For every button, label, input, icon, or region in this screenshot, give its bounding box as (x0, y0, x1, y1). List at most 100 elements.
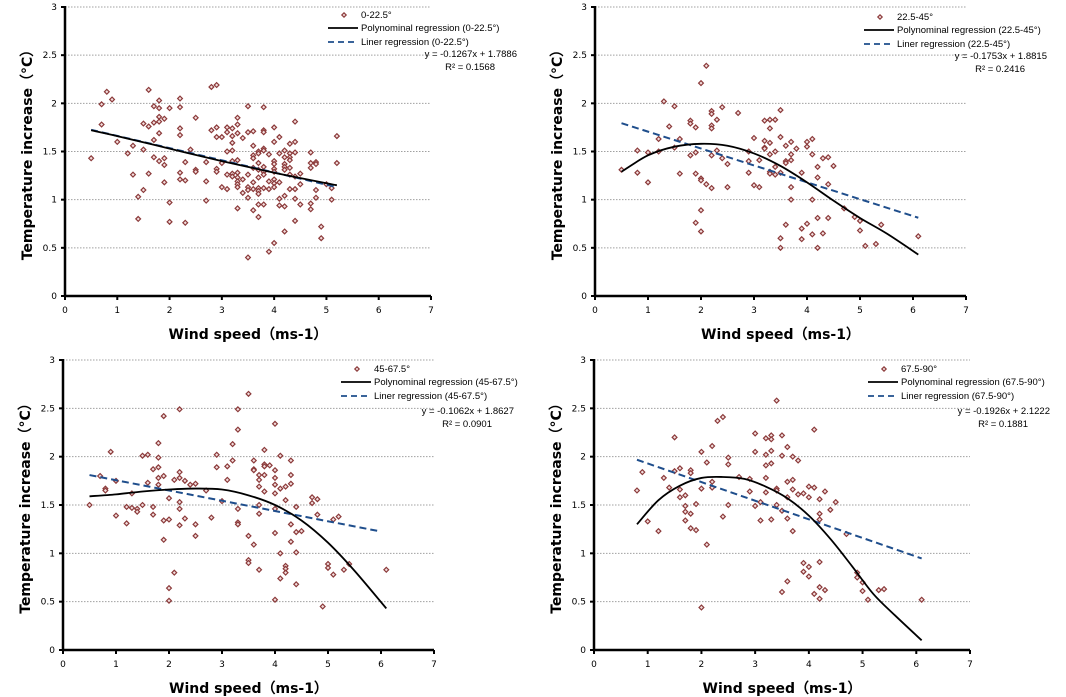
scatter-point (213, 81, 220, 89)
scatter-point (761, 117, 768, 124)
scatter-point (800, 490, 807, 497)
scatter-point (633, 487, 641, 494)
y-axis-title: Temperature increase（°C） (18, 396, 34, 614)
y-tick-label: 3 (51, 3, 57, 13)
scatter-point (139, 501, 146, 509)
scatter-point (276, 179, 283, 186)
x-tick-label: 7 (963, 306, 969, 316)
scatter-point (186, 481, 194, 488)
scatter-point (692, 526, 700, 534)
x-tick-label: 4 (271, 306, 277, 316)
scatter-point (762, 451, 770, 458)
scatter-point (314, 495, 321, 503)
scatter-point (814, 244, 821, 252)
scatter-point (809, 135, 816, 143)
scatter-point (96, 472, 104, 480)
scatter-point (192, 114, 199, 122)
scatter-point (308, 499, 316, 507)
x-tick-label: 4 (804, 306, 810, 316)
scatter-point (250, 457, 258, 464)
scatter-point (692, 219, 699, 227)
y-tick-label: 3 (49, 356, 55, 366)
scatter-point (297, 181, 304, 188)
scatter-point (918, 596, 925, 603)
scatter-point (862, 242, 869, 250)
y-tick-label: 1.5 (41, 501, 55, 511)
legend-label-polynomial: Polynominal regression (0-22.5°) (361, 23, 499, 34)
scatter-point (698, 485, 705, 492)
y-tick-label: 0.5 (572, 598, 586, 608)
y-tick-label: 2 (580, 453, 586, 463)
scatter-point (814, 214, 821, 222)
scatter-point (234, 205, 241, 212)
scatter-point (789, 453, 796, 460)
scatter-point (809, 231, 816, 238)
scatter-point (697, 228, 705, 235)
scatter-point (771, 148, 779, 155)
scatter-point (824, 154, 832, 161)
scatter-point (255, 201, 262, 208)
scatter-point (249, 179, 257, 186)
scatter-point (213, 133, 220, 141)
scatter-point (260, 171, 267, 178)
scatter-point (145, 170, 152, 177)
scatter-point (766, 125, 774, 132)
scatter-point (793, 145, 800, 152)
scatter-point (271, 474, 279, 482)
legend: 0-22.5° Polynominal regression (0-22.5°) L… (328, 10, 499, 48)
panel-top-left: 0 0.5 1 1.5 2 2.5 3 0 1 2 3 4 5 6 7 Wind speed（ms-1） Tem… (20, 3, 517, 343)
scatter-point (875, 586, 882, 594)
scatter-point (333, 132, 341, 140)
scatter-point (276, 150, 283, 157)
scatter-point (777, 234, 784, 242)
scatter-point (155, 454, 162, 461)
scatter-point (761, 137, 768, 145)
y-tick-label: 0.5 (41, 598, 55, 608)
scatter-point (150, 154, 158, 161)
x-tick-label: 2 (698, 306, 704, 316)
y-tick-label: 1 (580, 549, 586, 559)
scatter-point (676, 170, 684, 177)
scatter-point (291, 138, 299, 146)
scatter-point (687, 524, 694, 532)
scatter-point (239, 134, 247, 142)
scatter-point (202, 178, 210, 185)
scatter-point (255, 174, 262, 181)
scatter-point (697, 177, 705, 184)
scatter-point (307, 206, 314, 213)
scatter-point (276, 195, 283, 202)
y-axis-title: Temperature increase（°C） (550, 43, 566, 261)
scatter-point (634, 147, 641, 154)
scatter-point (312, 194, 320, 201)
scatter-point (245, 390, 252, 398)
panel-bottom-left: 0 0.5 1 1.5 2 2.5 3 0 1 2 3 4 5 6 7 Wind speed（ms-1） Tem… (18, 356, 518, 697)
scatter-point (718, 154, 726, 162)
scatter-point (276, 133, 283, 141)
polynomial-regression-curve (621, 142, 919, 256)
y-tick-label: 0.5 (573, 244, 587, 254)
scatter-point (271, 529, 279, 537)
y-tick-label: 2.5 (41, 404, 55, 414)
scatter-point (160, 536, 167, 544)
scatter-point (176, 474, 183, 482)
scatter-point (223, 171, 231, 178)
scatter-point (676, 494, 684, 501)
scatter-point (250, 541, 258, 548)
scatter-point (224, 463, 231, 470)
scatter-point (229, 173, 236, 180)
scatter-point (239, 176, 247, 183)
scatter-point (687, 510, 694, 517)
scatter-point (819, 230, 827, 237)
scatter-point (692, 170, 699, 177)
scatter-point (145, 123, 152, 130)
scatter-point (782, 159, 790, 167)
scatter-point (856, 227, 864, 234)
legend-label-polynomial: Polynominal regression (45-67.5°) (374, 377, 518, 388)
scatter-point (282, 483, 289, 490)
scatter-point (766, 139, 774, 147)
legend: 45-67.5° Polynominal regression (45-67.5°… (341, 364, 518, 402)
scatter-point (687, 120, 694, 127)
scatter-point (286, 140, 294, 148)
scatter-point (784, 515, 791, 522)
x-tick-label: 6 (376, 306, 382, 316)
